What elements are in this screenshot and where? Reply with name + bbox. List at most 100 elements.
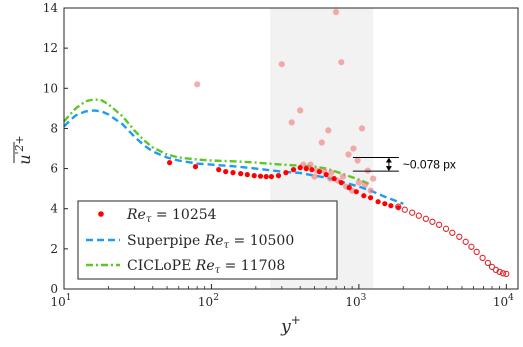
series-1-point-2 <box>409 209 416 216</box>
series-2-point-25 <box>311 173 318 180</box>
series-0-point-19 <box>331 176 337 182</box>
series-0-point-21 <box>346 185 352 191</box>
series-0-point-18 <box>323 172 329 178</box>
series-0-point-11 <box>275 173 282 179</box>
series-1-point-10 <box>462 238 469 245</box>
series-2-point-3 <box>297 107 304 114</box>
legend-label-series-3: Superpipe Reτ = 10500 <box>127 233 294 251</box>
ticks-layer: 0 2 4 6 8 10 12 14 101 102 103 104 <box>43 1 514 309</box>
series-0-point-27 <box>388 203 394 209</box>
series-0-point-6 <box>244 172 250 178</box>
annotation-text: ~0.078 px <box>403 157 456 171</box>
y-axis-label-sup: '2 <box>13 144 26 154</box>
series-0-point-15 <box>303 166 309 172</box>
series-layer <box>63 8 510 278</box>
series-2-point-4 <box>318 139 325 146</box>
legend-box <box>77 200 338 280</box>
series-2-point-24 <box>367 187 374 194</box>
series-1-point-5 <box>429 218 436 225</box>
series-1-point-13 <box>479 254 486 262</box>
y-tick-label-1: 2 <box>50 242 58 256</box>
series-0-point-14 <box>297 165 303 171</box>
series-0-point-10 <box>268 174 274 180</box>
y-axis-label-main: u <box>15 154 34 164</box>
series-1-point-8 <box>449 229 456 236</box>
series-0-point-16 <box>309 167 315 173</box>
y-tick-label-5: 10 <box>43 81 58 95</box>
series-0-point-2 <box>216 167 222 173</box>
y-axis-label: u'2+ <box>13 135 34 165</box>
series-2-point-1 <box>278 61 285 68</box>
series-0-point-12 <box>283 170 289 176</box>
series-1-point-1 <box>401 206 408 213</box>
series-1-point-14 <box>484 259 492 267</box>
series-2-point-27 <box>339 173 347 180</box>
series-0-point-23 <box>361 193 367 199</box>
series-2-point-11 <box>358 125 366 132</box>
annotation: ~0.078 px <box>352 157 456 172</box>
y-tick-label-2: 4 <box>50 202 58 216</box>
series-1-point-17 <box>496 268 503 276</box>
series-2-point-0 <box>194 81 201 88</box>
series-1-point-19 <box>503 270 510 278</box>
x-tick-label-0: 101 <box>50 293 71 309</box>
series-2-point-7 <box>338 59 345 66</box>
series-2-point-23 <box>361 181 369 188</box>
svg-text:u'2+: u'2+ <box>13 135 34 165</box>
y-tick-label-6: 12 <box>43 41 58 55</box>
x-axis-label: y+ <box>280 313 301 337</box>
series-1-point-11 <box>468 243 475 250</box>
y-tick-label-0: 0 <box>50 282 58 296</box>
y-tick-label-3: 6 <box>50 162 58 176</box>
y-tick-label-7: 14 <box>43 1 59 15</box>
legend-marker-series-0 <box>98 211 104 217</box>
series-2-point-13 <box>370 175 377 182</box>
series-2-point-26 <box>327 175 334 182</box>
series-1-point-4 <box>422 215 430 222</box>
y-tick-label-4: 8 <box>50 121 58 135</box>
series-1-point-0 <box>395 203 402 210</box>
series-2-point-5 <box>325 127 332 134</box>
plot-frame <box>63 7 519 290</box>
annotation-arrowhead-down <box>385 166 392 172</box>
series-2-point-2 <box>288 119 295 126</box>
series-2-point-15 <box>307 161 314 168</box>
x-tick-label-1: 102 <box>198 293 219 309</box>
series-2-point-12 <box>364 167 371 174</box>
series-1-point-15 <box>488 263 496 271</box>
series-1-point-3 <box>415 212 422 219</box>
series-0-point-25 <box>375 199 381 205</box>
x-tick-label-3: 104 <box>493 293 514 309</box>
series-0-point-22 <box>353 189 359 195</box>
series-0-point-20 <box>338 180 344 186</box>
series-0-point-8 <box>257 173 264 179</box>
x-axis-label-main: y <box>280 317 291 337</box>
series-0-point-5 <box>238 171 244 177</box>
series-0-point-4 <box>230 170 236 176</box>
legend-label-series-4: CICLoPE Reτ = 11708 <box>127 258 285 276</box>
series-2-point-10 <box>354 157 361 164</box>
series-0-point-13 <box>290 167 297 173</box>
series-1-point-12 <box>473 248 480 256</box>
series-1-point-7 <box>442 225 450 232</box>
x-tick-label-2: 103 <box>345 293 366 309</box>
series-2-point-22 <box>355 179 362 186</box>
series-1-point-9 <box>456 233 463 240</box>
series-0-point-3 <box>223 169 229 175</box>
series-0-point-26 <box>382 201 388 207</box>
x-axis-label-sup: + <box>291 313 301 327</box>
series-2-point-6 <box>332 8 340 16</box>
series-0-point-9 <box>263 174 269 180</box>
series-1-point-18 <box>499 270 507 277</box>
series-1-point-6 <box>435 221 443 228</box>
legend: Reτ = 10254 Superpipe Reτ = 10500 CICLoP… <box>77 200 338 280</box>
series-0-point-0 <box>167 160 173 166</box>
legend-label-series-0: Reτ = 10254 <box>126 207 217 225</box>
series-2-point-8 <box>345 151 352 158</box>
series-0-point-24 <box>368 195 374 201</box>
annotation-arrowhead-up <box>385 157 392 163</box>
y-axis-label-over: + <box>13 135 26 144</box>
series-2-point-18 <box>328 169 335 176</box>
series-2-point-9 <box>350 145 357 152</box>
